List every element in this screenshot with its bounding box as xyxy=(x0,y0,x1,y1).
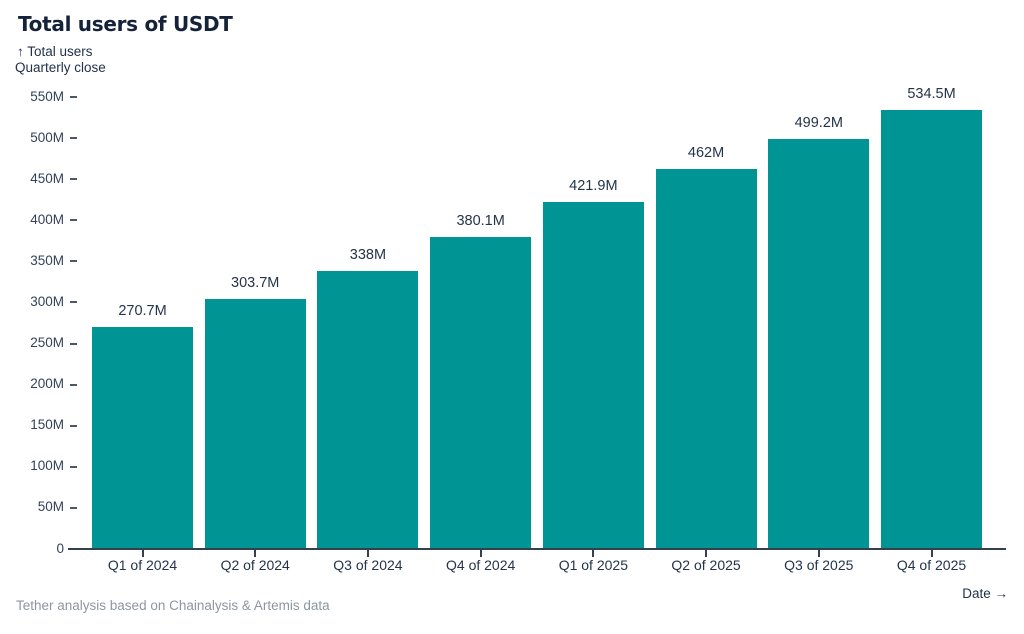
bar-value-label: 303.7M xyxy=(231,275,280,292)
bar-q2-of-2024 xyxy=(204,299,306,548)
x-axis-tick-label: Q2 of 2025 xyxy=(671,557,741,573)
y-axis-tick-mark xyxy=(70,96,77,98)
y-axis-tick-label: 250M xyxy=(30,335,64,351)
x-axis-title: Date → xyxy=(962,586,1008,601)
x-axis-tick-mark xyxy=(141,550,144,557)
x-axis-tick-mark xyxy=(254,550,257,557)
x-axis-tick-label: Q3 of 2024 xyxy=(333,557,403,573)
x-axis-tick-mark xyxy=(592,550,595,557)
y-axis-tick-label: 300M xyxy=(30,293,64,309)
y-axis-title: ↑ Total users xyxy=(17,44,93,59)
bar-value-label: 380.1M xyxy=(456,212,505,229)
y-axis-tick-mark xyxy=(70,260,77,263)
x-axis-tick-label: Q4 of 2024 xyxy=(446,557,516,573)
y-axis-tick-label: 400M xyxy=(30,211,64,227)
y-axis-tick-label: 0 xyxy=(56,540,64,556)
x-axis-tick-label: Q4 of 2025 xyxy=(896,557,967,573)
y-axis-tick-mark xyxy=(70,178,77,181)
bar-q3-of-2024 xyxy=(317,271,419,548)
x-axis-tick-mark xyxy=(705,550,708,557)
x-axis-tick-label: Q1 of 2025 xyxy=(558,557,628,573)
y-axis-tick-label: 150M xyxy=(30,417,64,433)
y-axis-tick-mark xyxy=(70,506,77,509)
bar-value-label: 534.5M xyxy=(907,85,956,102)
x-axis-line xyxy=(68,548,1006,550)
bar-value-label: 338M xyxy=(349,247,387,264)
x-axis-tick-label: Q2 of 2024 xyxy=(220,557,290,573)
bar-q4-of-2024 xyxy=(430,236,532,548)
y-axis-tick-label: 50M xyxy=(37,499,64,515)
y-axis-tick-mark xyxy=(70,424,77,427)
chart-title: Total users of USDT xyxy=(18,12,233,36)
bar-q3-of-2025 xyxy=(768,138,870,548)
x-axis-tick-mark xyxy=(817,550,820,557)
y-axis-tick-mark xyxy=(70,342,77,345)
x-axis-tick-mark xyxy=(366,550,369,557)
x-axis-tick-label: Q1 of 2024 xyxy=(107,557,178,573)
y-axis-tick-label: 450M xyxy=(30,170,64,186)
bar-value-label: 270.7M xyxy=(118,302,167,319)
x-axis-tick-mark xyxy=(479,550,482,557)
y-axis-tick-label: 500M xyxy=(30,129,64,145)
y-axis-tick-mark xyxy=(70,137,77,140)
y-axis-tick-mark xyxy=(70,465,77,468)
y-axis-tick-mark xyxy=(70,301,77,304)
y-axis-tick-label: 100M xyxy=(30,458,64,474)
bar-value-label: 421.9M xyxy=(569,178,618,195)
bar-value-label: 462M xyxy=(687,145,725,162)
bar-q1-of-2024 xyxy=(92,326,193,548)
source-attribution: Tether analysis based on Chainalysis & A… xyxy=(16,598,330,613)
y-axis-tick-label: 350M xyxy=(30,252,64,268)
bar-q2-of-2025 xyxy=(655,169,757,548)
bar-q4-of-2025 xyxy=(881,109,982,548)
y-axis-tick-mark xyxy=(70,219,77,222)
x-axis-tick-mark xyxy=(930,550,933,557)
bar-value-label: 499.2M xyxy=(794,114,843,131)
chart-subtitle: Quarterly close xyxy=(15,60,106,75)
y-axis-tick-mark xyxy=(70,383,77,386)
y-axis-tick-label: 200M xyxy=(30,376,64,392)
x-axis-tick-label: Q3 of 2025 xyxy=(784,557,854,573)
y-axis-tick-label: 550M xyxy=(30,88,64,104)
bar-q1-of-2025 xyxy=(542,202,644,548)
